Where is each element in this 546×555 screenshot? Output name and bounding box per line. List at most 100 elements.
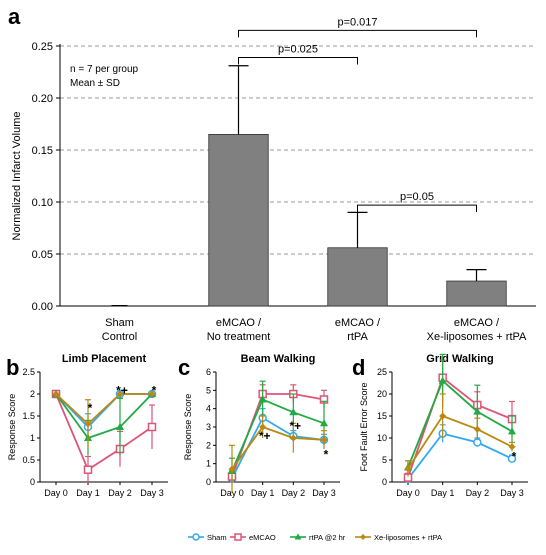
legend-marker-sham bbox=[192, 533, 200, 541]
x-tick-label: Sham bbox=[105, 317, 134, 329]
data-point-rtpa bbox=[507, 427, 517, 435]
data-point-xe bbox=[508, 443, 516, 451]
y-tick-label: 10 bbox=[377, 433, 387, 443]
y-tick-label: 1 bbox=[206, 459, 211, 469]
y-axis-label: Normalized Infarct Volume bbox=[11, 112, 23, 241]
significance-mark: *+ bbox=[289, 419, 301, 433]
panel-d-grid-walking-chart: Grid Walking 0 5 10 15 20 25 Day 0 Day 1 Day 2 Day… bbox=[359, 353, 528, 498]
y-tick-label: 1 bbox=[30, 433, 35, 443]
annotation-text: Mean ± SD bbox=[70, 78, 120, 89]
legend-marker-emcao bbox=[234, 533, 242, 541]
data-point-xe bbox=[289, 434, 297, 442]
panel-letter-c: c bbox=[178, 355, 190, 380]
x-tick-label: Control bbox=[102, 331, 137, 343]
x-tick-label: Day 0 bbox=[396, 488, 420, 498]
x-tick-label: rtPA bbox=[347, 331, 368, 343]
significance-mark: * bbox=[324, 448, 329, 462]
x-tick-label: eMCAO / bbox=[216, 317, 262, 329]
series-line-rtpa bbox=[231, 398, 325, 472]
x-tick-label: Day 1 bbox=[431, 488, 455, 498]
y-tick-label: 2 bbox=[206, 440, 211, 450]
y-axis-label: Response Score bbox=[183, 394, 193, 461]
legend-label-emcao: eMCAO bbox=[249, 533, 276, 542]
y-tick-label: 0 bbox=[382, 477, 387, 487]
y-tick-label: 0.00 bbox=[32, 301, 53, 313]
x-tick-label: Day 3 bbox=[140, 488, 164, 498]
legend-label-rtpa: rtPA @2 hr bbox=[309, 533, 346, 542]
y-tick-label: 0.5 bbox=[22, 455, 35, 465]
series-line-rtpa bbox=[407, 379, 513, 468]
bar bbox=[208, 133, 269, 307]
x-tick-label: Xe-liposomes + rtPA bbox=[427, 331, 527, 343]
data-point-xe bbox=[259, 423, 267, 431]
series-line-sham bbox=[55, 393, 152, 429]
bar bbox=[446, 280, 507, 307]
y-tick-label: 0.10 bbox=[32, 197, 53, 209]
data-point-emcao bbox=[83, 465, 93, 474]
significance-bracket bbox=[238, 29, 477, 38]
legend-marker-xe bbox=[360, 534, 366, 540]
x-tick-label: Day 1 bbox=[76, 488, 100, 498]
significance-mark: * bbox=[88, 401, 93, 415]
data-point-xe bbox=[404, 465, 412, 473]
series-line-rtpa bbox=[55, 393, 153, 440]
y-tick-label: 6 bbox=[206, 367, 211, 377]
panel-letter-d: d bbox=[352, 355, 365, 380]
x-tick-label: Day 3 bbox=[312, 488, 336, 498]
p-value-label: p=0.05 bbox=[400, 191, 434, 203]
significance-mark: *+ bbox=[259, 429, 271, 443]
data-point-rtpa bbox=[319, 419, 329, 427]
y-tick-label: 0.15 bbox=[32, 145, 53, 157]
data-point-rtpa bbox=[438, 376, 447, 384]
data-point-rtpa bbox=[473, 407, 482, 415]
data-point-xe bbox=[52, 390, 60, 398]
p-value-label: p=0.017 bbox=[337, 16, 377, 28]
significance-mark: * bbox=[152, 383, 157, 397]
y-tick-label: 5 bbox=[206, 385, 211, 395]
y-tick-label: 0 bbox=[206, 477, 211, 487]
data-point-rtpa bbox=[289, 408, 298, 416]
y-tick-label: 0.25 bbox=[32, 41, 53, 53]
significance-bracket bbox=[357, 204, 477, 213]
significance-bracket bbox=[238, 56, 358, 65]
y-tick-label: 0 bbox=[30, 477, 35, 487]
series-line-xe bbox=[55, 393, 152, 426]
series-line-emcao bbox=[55, 393, 153, 472]
panel-title: Grid Walking bbox=[426, 353, 493, 365]
x-tick-label: Day 2 bbox=[108, 488, 132, 498]
annotation-text: n = 7 per group bbox=[70, 64, 139, 75]
legend: Sham eMCAO rtPA @2 hr Xe-liposomes + rtPA bbox=[188, 533, 442, 542]
data-point-xe bbox=[439, 412, 447, 420]
series-line-xe bbox=[231, 425, 325, 470]
legend-label-sham: Sham bbox=[207, 533, 227, 542]
y-tick-label: 3 bbox=[206, 422, 211, 432]
y-tick-label: 0.05 bbox=[32, 249, 53, 261]
data-point-xe bbox=[320, 436, 328, 444]
data-point-sham bbox=[507, 454, 517, 463]
x-tick-label: Day 3 bbox=[500, 488, 524, 498]
panel-b-limb-placement-chart: Limb Placement 0 0.5 1 1.5 2 2.5 Day 0 Day 1 Day … bbox=[7, 353, 168, 498]
y-tick-label: 20 bbox=[377, 389, 387, 399]
significance-mark: * bbox=[512, 449, 517, 463]
data-point-xe bbox=[116, 390, 124, 398]
y-axis-label: Response Score bbox=[7, 394, 17, 461]
data-point-rtpa bbox=[258, 395, 267, 403]
panel-letter-b: b bbox=[6, 355, 19, 380]
bar bbox=[327, 247, 388, 307]
x-tick-label: Day 1 bbox=[251, 488, 275, 498]
data-point-rtpa bbox=[115, 422, 125, 430]
x-tick-label: Day 2 bbox=[466, 488, 490, 498]
data-point-emcao bbox=[147, 422, 157, 432]
y-tick-label: 2.5 bbox=[22, 367, 35, 377]
legend-marker-rtpa bbox=[294, 533, 302, 540]
data-point-xe bbox=[228, 465, 236, 473]
x-tick-label: eMCAO / bbox=[335, 317, 381, 329]
y-axis-label: Foot Fault Error Score bbox=[359, 382, 369, 471]
panel-a-infarct-volume-chart: 0.00 0.05 0.10 0.15 0.20 0.25 Normalized Infar… bbox=[11, 16, 536, 343]
p-value-label: p=0.025 bbox=[278, 43, 318, 55]
x-tick-label: Day 2 bbox=[282, 488, 306, 498]
panel-letter-a: a bbox=[8, 4, 21, 29]
